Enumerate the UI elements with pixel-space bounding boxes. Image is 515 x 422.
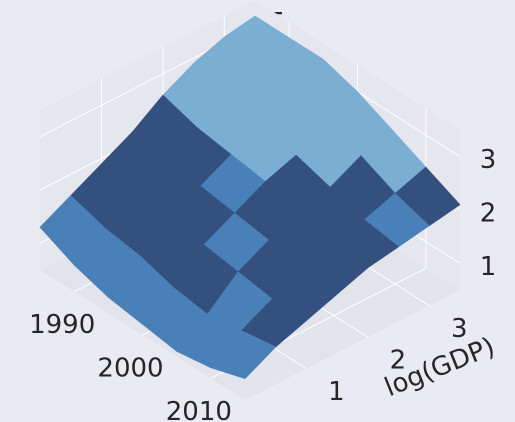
z-tick-label: 2 [480,199,497,229]
y-tick-label: 2 [390,346,407,376]
x-tick-label: 2000 [97,354,163,384]
y-tick-label: 3 [451,314,468,344]
surface-patch [210,330,277,380]
z-tick-label: 1 [480,252,497,282]
x-tick-label: 1990 [29,310,95,340]
z-tick-label: 3 [480,145,497,175]
y-axis-label: log(GDP) [381,332,500,403]
x-tick-label: 2010 [166,397,232,422]
y-tick-label: 1 [328,377,345,407]
